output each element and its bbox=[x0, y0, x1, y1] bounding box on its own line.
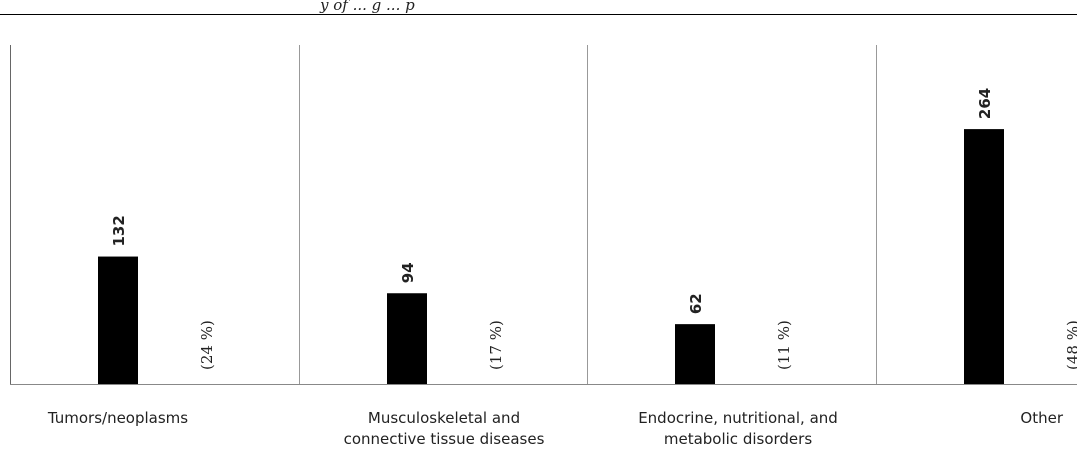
category-label-line: Other bbox=[1020, 409, 1063, 427]
header-rule bbox=[0, 14, 1077, 15]
category-label-line: Musculoskeletal and bbox=[367, 409, 521, 427]
percent-label: (24 %) bbox=[198, 320, 216, 370]
value-label: 264 bbox=[976, 88, 994, 119]
category-label-line: Endocrine, nutritional, and bbox=[638, 409, 838, 427]
bar bbox=[98, 256, 138, 384]
category-label-line: Tumors/neoplasms bbox=[47, 409, 189, 427]
bar bbox=[387, 293, 427, 384]
category-label: Other bbox=[817, 408, 1063, 429]
category-label: Tumors/neoplasms bbox=[0, 408, 248, 429]
value-label: 132 bbox=[110, 215, 128, 246]
category-label: Endocrine, nutritional, and metabolic dis… bbox=[608, 408, 868, 450]
category-label-line: metabolic disorders bbox=[663, 430, 813, 448]
running-header: y of ... g ... p bbox=[320, 0, 415, 14]
value-label: 94 bbox=[399, 262, 417, 283]
category-label: Musculoskeletal and connective tissue dis… bbox=[314, 408, 574, 450]
percent-label: (48 %) bbox=[1064, 320, 1077, 370]
category-label-line: connective tissue diseases bbox=[343, 430, 545, 448]
percent-label: (11 %) bbox=[775, 320, 793, 370]
bar bbox=[675, 324, 715, 384]
value-label: 62 bbox=[687, 293, 705, 314]
bar bbox=[964, 129, 1004, 384]
percent-label: (17 %) bbox=[487, 320, 505, 370]
